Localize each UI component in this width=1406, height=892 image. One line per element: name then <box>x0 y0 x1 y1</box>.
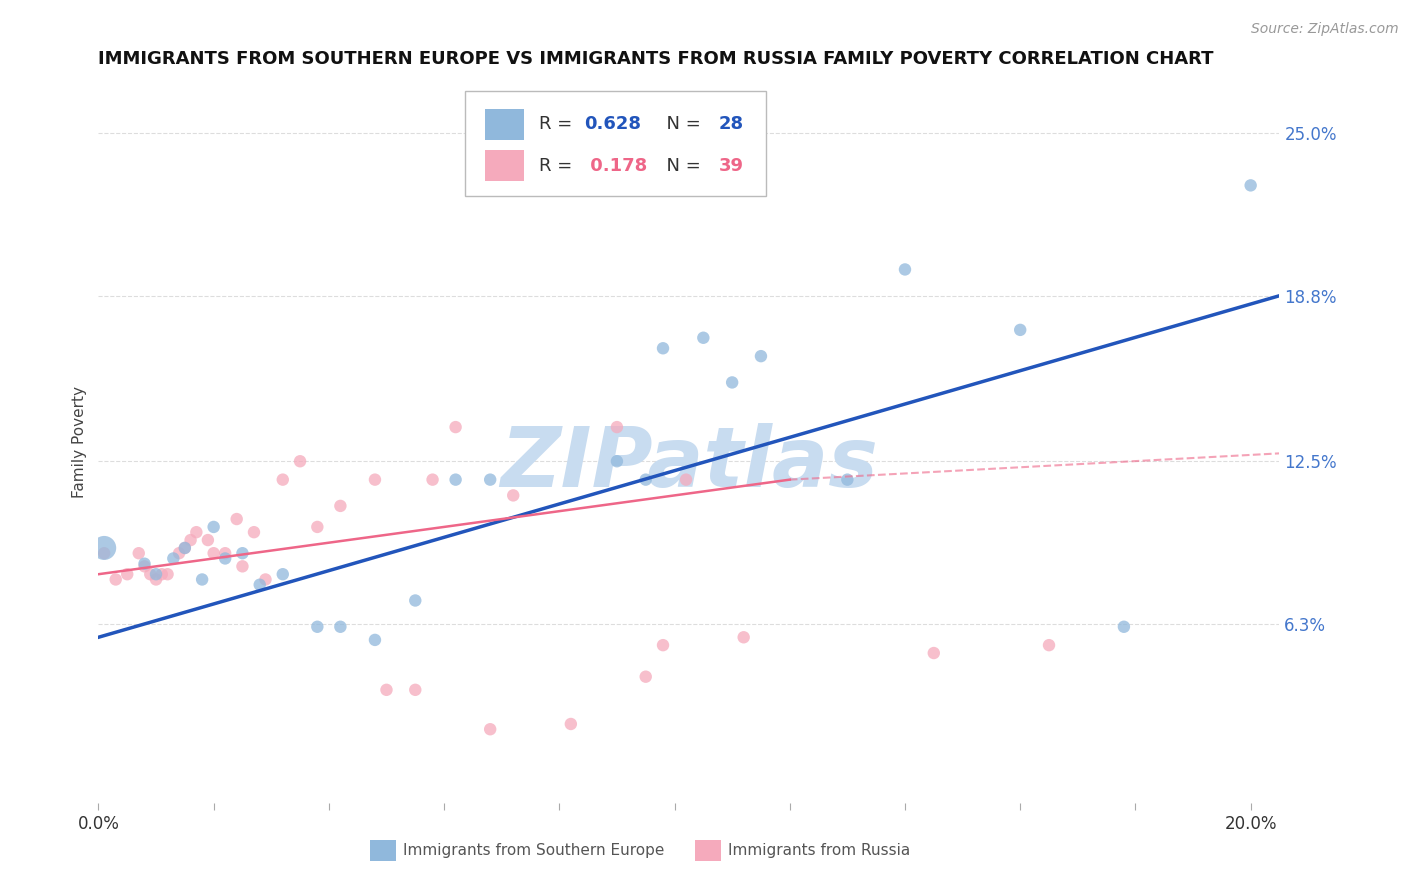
Point <box>191 573 214 587</box>
Point <box>1010 323 1032 337</box>
Point <box>404 682 426 697</box>
FancyBboxPatch shape <box>485 109 523 140</box>
Point <box>162 551 184 566</box>
Point <box>606 420 628 434</box>
Point <box>560 717 582 731</box>
Point <box>145 567 167 582</box>
Text: R =: R = <box>538 156 578 175</box>
Point <box>652 638 675 652</box>
Point <box>502 488 524 502</box>
FancyBboxPatch shape <box>464 91 766 196</box>
Point <box>231 559 253 574</box>
Point <box>307 520 329 534</box>
Text: 28: 28 <box>718 115 744 133</box>
Point <box>329 620 352 634</box>
Text: Immigrants from Russia: Immigrants from Russia <box>728 843 910 858</box>
Point <box>634 670 657 684</box>
Point <box>692 331 714 345</box>
Point <box>894 262 917 277</box>
Point <box>173 541 195 555</box>
FancyBboxPatch shape <box>695 840 721 861</box>
Point <box>606 454 628 468</box>
Point <box>150 567 173 582</box>
Point <box>93 541 115 555</box>
Point <box>404 593 426 607</box>
Point <box>837 473 859 487</box>
Point <box>1240 178 1263 193</box>
Point <box>922 646 945 660</box>
Point <box>271 473 294 487</box>
Point <box>749 349 772 363</box>
Point <box>288 454 311 468</box>
Text: IMMIGRANTS FROM SOUTHERN EUROPE VS IMMIGRANTS FROM RUSSIA FAMILY POVERTY CORRELA: IMMIGRANTS FROM SOUTHERN EUROPE VS IMMIG… <box>98 50 1213 68</box>
Text: N =: N = <box>655 115 706 133</box>
Point <box>733 630 755 644</box>
Point <box>479 473 502 487</box>
Point <box>271 567 294 582</box>
Point <box>444 420 467 434</box>
Point <box>93 546 115 560</box>
Point <box>444 473 467 487</box>
Point <box>202 520 225 534</box>
Point <box>1038 638 1060 652</box>
Point <box>634 473 657 487</box>
Text: 39: 39 <box>718 156 744 175</box>
Point <box>375 682 398 697</box>
Point <box>173 541 195 555</box>
Point <box>364 473 387 487</box>
Point <box>134 557 156 571</box>
Point <box>721 376 744 390</box>
Point <box>329 499 352 513</box>
Point <box>180 533 202 547</box>
Point <box>364 632 387 647</box>
Point <box>231 546 253 560</box>
Point <box>307 620 329 634</box>
Point <box>1112 620 1135 634</box>
Text: 0.628: 0.628 <box>583 115 641 133</box>
Point <box>104 573 127 587</box>
Point <box>214 551 236 566</box>
Text: 0.178: 0.178 <box>583 156 647 175</box>
Point <box>186 525 208 540</box>
Y-axis label: Family Poverty: Family Poverty <box>72 385 87 498</box>
FancyBboxPatch shape <box>485 151 523 181</box>
Point <box>156 567 179 582</box>
Point <box>479 723 502 737</box>
Point <box>243 525 266 540</box>
FancyBboxPatch shape <box>370 840 396 861</box>
Text: R =: R = <box>538 115 578 133</box>
Point <box>422 473 444 487</box>
Point <box>115 567 138 582</box>
Point <box>128 546 150 560</box>
Text: Source: ZipAtlas.com: Source: ZipAtlas.com <box>1251 22 1399 37</box>
Text: N =: N = <box>655 156 706 175</box>
Point <box>145 573 167 587</box>
Text: Immigrants from Southern Europe: Immigrants from Southern Europe <box>404 843 665 858</box>
Point <box>249 578 271 592</box>
Text: ZIPatlas: ZIPatlas <box>501 423 877 504</box>
Point <box>167 546 190 560</box>
Point <box>254 573 277 587</box>
Point <box>675 473 697 487</box>
Point <box>197 533 219 547</box>
Point <box>134 559 156 574</box>
Point <box>214 546 236 560</box>
Point <box>225 512 247 526</box>
Point <box>652 341 675 355</box>
Point <box>139 567 162 582</box>
Point <box>202 546 225 560</box>
